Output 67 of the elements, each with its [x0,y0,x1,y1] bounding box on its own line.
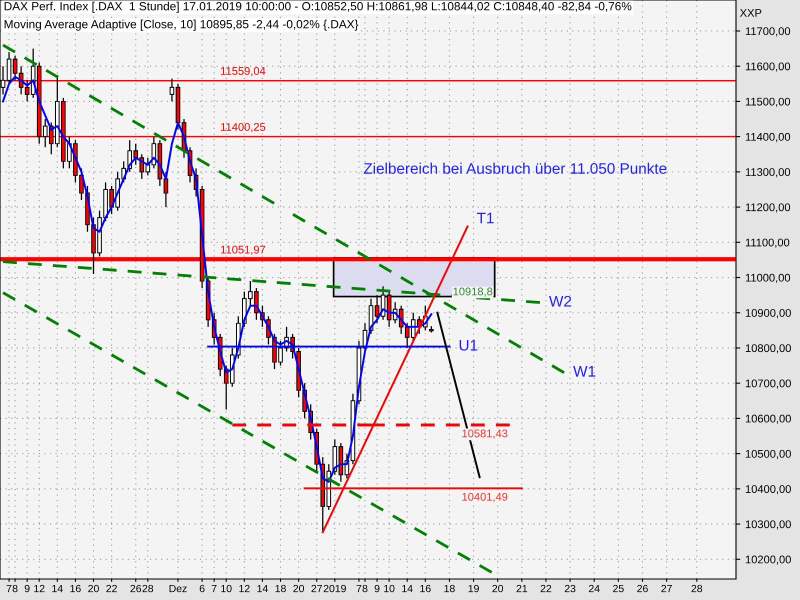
x-tick-label: 16 [420,584,431,592]
x-tick-label: 6 [200,584,205,592]
series-label: W2 [549,296,572,306]
series-label: T1 [476,212,494,224]
x-tick-label: 9 [24,584,30,592]
x-tick-label: 26 [130,584,142,592]
y-tick-label: 11400,00 [746,132,790,142]
y-tick-label: 10200,00 [746,556,791,565]
y-tick-label: 11300,00 [746,168,790,178]
x-tick-label: 9 [374,584,380,592]
ref-line-label: 11400,25 [221,122,266,132]
x-tick-label: 14 [257,584,268,592]
y-tick-label: 11600,00 [746,62,790,72]
chart-title: DAX Perf. Index [.DAX 1 Stunde] 17.01.2019 10:00:00 - O:10852,50 H:10861,98 L:10844,02 C:10848,40 -82,84 -0,76% [4,2,632,13]
x-tick-label: 28 [142,584,154,592]
x-tick-label: 8 [362,584,368,592]
x-tick-label: 20 [293,584,304,592]
ref-line-label: 11051,97 [221,246,266,255]
series-label: W1 [573,366,596,377]
x-tick-label: 22 [106,584,117,592]
x-tick-label: Dez [170,584,187,592]
x-tick-label: 18 [276,584,286,592]
y-tick-label: 11000,00 [746,274,790,283]
annotation: 10401,49 [462,492,508,502]
x-tick-label: 12 [239,584,250,592]
y-axis-title: XXP [740,9,762,17]
x-tick-label: 18 [444,584,455,592]
ref-line-label: 11559,04 [221,67,266,76]
x-tick-label: 19 [468,584,479,592]
y-tick-label: 10600,00 [746,414,791,424]
x-tick-label: 27 [661,584,672,592]
x-tick-label: 2019 [324,584,346,592]
y-tick-label: 10500,00 [746,450,791,460]
annotation: Zielbereich bei Ausbruch über 11.050 Punkte [364,162,666,174]
y-tick-label: 10700,00 [746,379,791,389]
y-tick-label: 10300,00 [746,520,791,530]
y-tick-label: 10900,00 [746,309,791,318]
x-tick-label: 26 [637,584,648,592]
x-tick-label: 24 [588,584,600,592]
x-tick-label: 14 [52,584,63,592]
y-tick-label: 10800,00 [746,344,791,354]
x-tick-label: 20 [88,584,99,592]
y-tick-label: 11700,00 [746,27,790,36]
x-tick-label: 14 [402,584,413,592]
x-tick-label: 7 [212,584,217,592]
x-tick-label: 22 [540,584,552,592]
series-label: U1 [460,340,478,351]
y-tick-label: 11200,00 [746,203,790,213]
x-tick-label: 16 [70,584,81,592]
annotation: 10918,8 [453,288,492,297]
x-tick-label: 28 [692,584,702,592]
x-tick-label: 10 [221,584,232,592]
x-tick-label: 21 [516,584,528,592]
annotation: 10581,43 [462,429,508,439]
text: Moving Average Adaptive [Close, 10] 10895,85 -2,44 -0,02% {.DAX} [4,20,358,31]
x-tick-label: 10 [384,584,394,592]
x-tick-label: 7 [356,584,362,592]
x-tick-label: 20 [492,584,504,592]
y-tick-label: 10400,00 [746,485,791,494]
x-tick-label: 25 [613,584,624,592]
x-tick-label: 27 [311,584,322,592]
y-tick-label: 11100,00 [746,238,790,248]
y-tick-label: 11500,00 [746,98,790,107]
x-tick-label: 12 [34,584,44,592]
x-tick-label: 7 [6,584,12,592]
x-tick-label: 23 [564,584,576,592]
x-tick-label: 8 [12,584,18,592]
